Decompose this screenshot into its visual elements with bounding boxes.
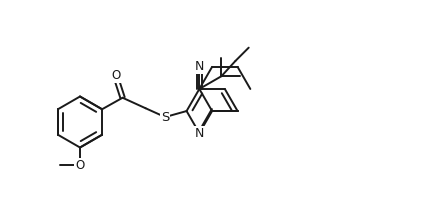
Text: O: O bbox=[111, 69, 121, 82]
Text: N: N bbox=[194, 60, 204, 73]
Text: O: O bbox=[75, 159, 85, 172]
Text: S: S bbox=[161, 111, 169, 124]
Text: N: N bbox=[194, 127, 204, 140]
